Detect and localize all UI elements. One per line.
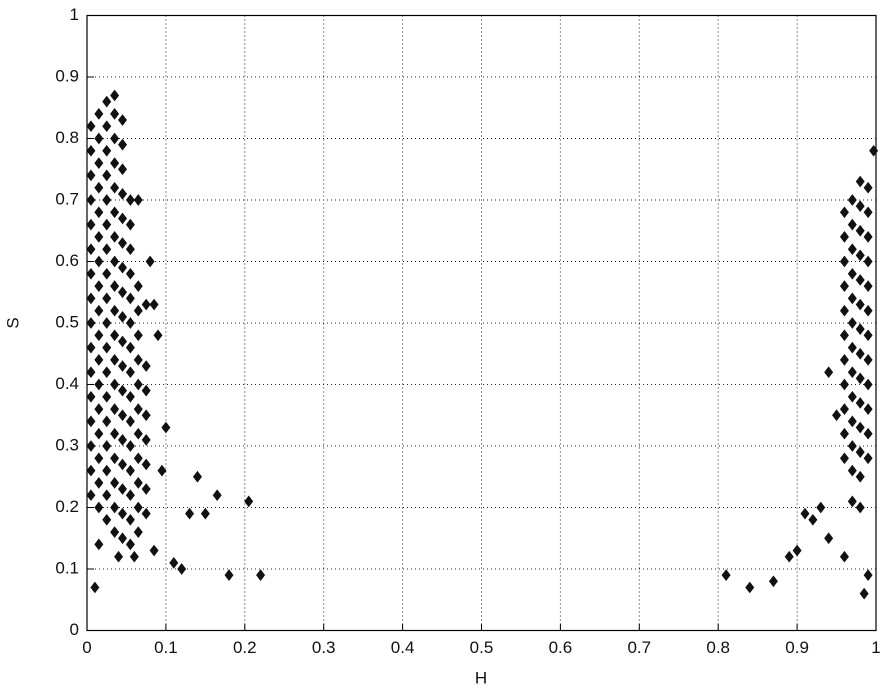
x-tick-label: 0.1: [154, 638, 178, 657]
x-tick-label: 0.3: [312, 638, 336, 657]
y-tick-label: 0.4: [55, 374, 79, 393]
x-tick-label: 0.5: [470, 638, 494, 657]
x-tick-label: 0.4: [391, 638, 415, 657]
x-tick-label: 0.9: [785, 638, 809, 657]
y-axis-label: S: [3, 317, 22, 328]
x-tick-label: 0.8: [706, 638, 730, 657]
x-axis-label: H: [475, 668, 487, 687]
y-tick-label: 0.7: [55, 189, 79, 208]
x-tick-label: 0.7: [627, 638, 651, 657]
y-tick-label: 1: [70, 5, 79, 24]
page: {"chart_data": {"type": "scatter", "x_la…: [0, 0, 884, 691]
y-tick-label: 0: [70, 620, 79, 639]
y-tick-label: 0.5: [55, 312, 79, 331]
chart: H S 0 0.1 0.2 0.3 0.4 0.5 0.6 0.7 0.8 0.9 1 0 0.1 0.2…: [0, 0, 884, 691]
x-tick-label: 0: [82, 638, 91, 657]
y-tick-label: 0.3: [55, 435, 79, 454]
x-tick-label: 0.6: [549, 638, 573, 657]
y-tick-label: 0.1: [55, 558, 79, 577]
y-tick-label: 0.8: [55, 128, 79, 147]
y-tick-label: 0.2: [55, 497, 79, 516]
y-tick-label: 0.9: [55, 66, 79, 85]
x-tick-label: 1: [871, 638, 880, 657]
y-tick-label: 0.6: [55, 251, 79, 270]
x-tick-label: 0.2: [233, 638, 257, 657]
